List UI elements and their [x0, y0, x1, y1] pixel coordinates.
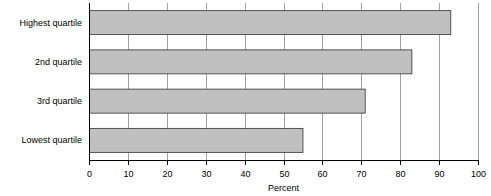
bar [89, 128, 303, 152]
tick-label: 60 [317, 169, 327, 179]
bar [89, 89, 365, 113]
tick-label: 40 [240, 169, 250, 179]
tick-label: 0 [87, 169, 92, 179]
tick [322, 160, 323, 165]
category-label: Lowest quartile [21, 135, 82, 145]
bar [89, 11, 451, 35]
category-label: 2nd quartile [35, 57, 82, 67]
tick-label: 10 [123, 169, 133, 179]
tick [478, 160, 479, 165]
tick [206, 160, 207, 165]
tick-label: 50 [279, 169, 289, 179]
category-label: Highest quartile [19, 18, 82, 28]
tick [361, 160, 362, 165]
tick [167, 160, 168, 165]
tick-label: 30 [201, 169, 211, 179]
tick [284, 160, 285, 165]
tick-label: 70 [356, 169, 366, 179]
y-axis [89, 3, 90, 160]
tick-label: 80 [395, 169, 405, 179]
x-axis-label: Percent [268, 183, 300, 193]
grid-line [478, 3, 479, 160]
tick [245, 160, 246, 165]
tick [400, 160, 401, 165]
category-label: 3rd quartile [37, 96, 82, 106]
x-axis [89, 160, 479, 161]
tick-label: 90 [434, 169, 444, 179]
tick [439, 160, 440, 165]
bar [89, 50, 412, 74]
grid-line [89, 3, 90, 160]
chart: Highest quartile 2nd quartile 3rd quartile… [0, 0, 491, 196]
tick-label: 20 [162, 169, 172, 179]
tick [89, 160, 90, 165]
bars [89, 11, 451, 153]
tick [128, 160, 129, 165]
tick-label: 100 [471, 169, 486, 179]
